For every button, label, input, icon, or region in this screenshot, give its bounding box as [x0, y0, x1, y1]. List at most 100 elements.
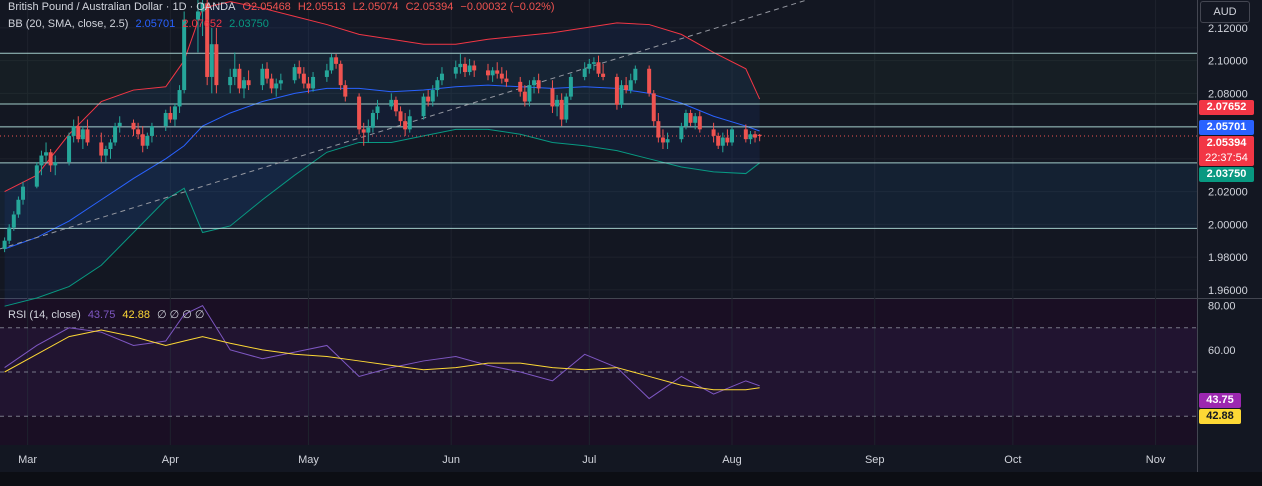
candle-body — [656, 121, 661, 138]
bottom-toolbar — [0, 472, 1262, 486]
candle-body — [389, 99, 394, 107]
candle-body — [16, 199, 21, 215]
candle-body — [292, 67, 297, 81]
candle-body — [182, 19, 187, 91]
candle-body — [619, 85, 624, 105]
time-tick-label: Oct — [1004, 454, 1021, 466]
candle-body — [716, 135, 721, 146]
candle-body — [136, 129, 141, 135]
candle-body — [518, 81, 523, 92]
rsi-label[interactable]: RSI (14, close) — [8, 309, 81, 321]
symbol-title[interactable]: British Pound / Australian Dollar · 1D ·… — [8, 1, 236, 13]
candle-body — [393, 99, 398, 112]
last-price-label: 2.05394 22:37:54 — [1199, 136, 1254, 166]
candle-body — [467, 65, 472, 73]
candle-body — [177, 90, 182, 107]
candle-body — [246, 80, 251, 86]
candle-body — [748, 134, 753, 140]
candle-body — [683, 112, 688, 127]
candle-body — [614, 76, 619, 105]
bar-countdown: 22:37:54 — [1205, 152, 1248, 164]
candle-body — [67, 135, 72, 163]
candle-body — [2, 240, 7, 249]
candle-body — [163, 112, 168, 127]
candle-body — [297, 67, 302, 74]
symbol-legend[interactable]: British Pound / Australian Dollar · 1D ·… — [8, 1, 559, 13]
candle-body — [550, 88, 555, 107]
candle-body — [209, 44, 214, 77]
candle-body — [472, 65, 477, 71]
price-tick-label: 1.98000 — [1208, 252, 1248, 264]
candle-body — [453, 67, 458, 74]
candle-body — [85, 129, 90, 143]
candle-body — [334, 57, 339, 64]
rsi-legend[interactable]: RSI (14, close) 43.75 42.88 ∅ ∅ ∅ ∅ — [8, 308, 209, 321]
candle-body — [278, 80, 283, 84]
candle-body — [486, 70, 491, 76]
candle-body — [430, 90, 435, 102]
candle-body — [596, 62, 601, 74]
ohlc-low: L2.05074 — [352, 1, 399, 13]
candle-body — [338, 63, 343, 86]
rsi-tick-label: 80.00 — [1208, 301, 1236, 313]
candle-body — [743, 129, 748, 140]
candle-body — [568, 76, 573, 97]
candle-body — [697, 116, 702, 130]
time-tick-label: Mar — [18, 454, 37, 466]
candle-body — [103, 149, 108, 156]
bb-legend[interactable]: BB (20, SMA, close, 2.5) 2.05701 2.07652… — [8, 18, 273, 30]
bb-basis-line — [4, 84, 760, 250]
candle-body — [232, 68, 237, 77]
candle-body — [439, 73, 444, 81]
candle-body — [76, 126, 81, 140]
candle-body — [532, 80, 537, 86]
candle-body — [426, 96, 431, 102]
time-tick-label: Jul — [582, 454, 596, 466]
bb-lower-line — [4, 128, 760, 307]
candle-body — [559, 99, 564, 120]
candle-body — [587, 63, 592, 69]
candle-body — [301, 73, 306, 84]
candle-body — [260, 68, 265, 86]
candle-body — [647, 68, 652, 94]
candle-body — [343, 85, 348, 97]
price-tick-label: 2.08000 — [1208, 88, 1248, 100]
bb-upper-value: 2.07652 — [182, 18, 223, 30]
price-tick-label: 1.96000 — [1208, 285, 1248, 297]
candle-body — [205, 3, 210, 77]
candle-body — [11, 214, 16, 228]
rsi-tick-label: 60.00 — [1208, 345, 1236, 357]
currency-selector[interactable]: AUD — [1200, 1, 1250, 23]
candle-body — [458, 63, 463, 68]
rsi-ma-line — [4, 329, 760, 391]
candle-body — [693, 116, 698, 123]
rsi-price-label: 43.75 — [1199, 393, 1241, 408]
candle-body — [555, 99, 560, 107]
candle-body — [214, 44, 219, 86]
candle-body — [582, 68, 587, 77]
candle-body — [490, 70, 495, 76]
candle-body — [536, 80, 541, 89]
candle-body — [753, 134, 758, 138]
time-tick-label: May — [298, 454, 319, 466]
candle-body — [688, 112, 693, 123]
candle-body — [366, 127, 371, 133]
ohlc-change: −0.00032 (−0.02%) — [460, 1, 555, 13]
candle-body — [140, 134, 145, 146]
candle-body — [522, 91, 527, 102]
time-tick-label: Jun — [442, 454, 460, 466]
trendline — [0, 0, 809, 250]
bb-label[interactable]: BB (20, SMA, close, 2.5) — [8, 18, 129, 30]
candle-body — [628, 80, 633, 91]
candle-body — [269, 78, 274, 89]
candle-body — [462, 63, 467, 73]
rsi-ma-value: 42.88 — [122, 309, 150, 321]
bb-basis-value: 2.05701 — [135, 18, 176, 30]
candle-body — [633, 68, 638, 81]
candle-body — [131, 122, 136, 130]
price-tick-label: 2.10000 — [1208, 56, 1248, 68]
candle-body — [757, 134, 762, 136]
rsi-value: 43.75 — [87, 309, 116, 321]
candle-body — [242, 80, 247, 89]
